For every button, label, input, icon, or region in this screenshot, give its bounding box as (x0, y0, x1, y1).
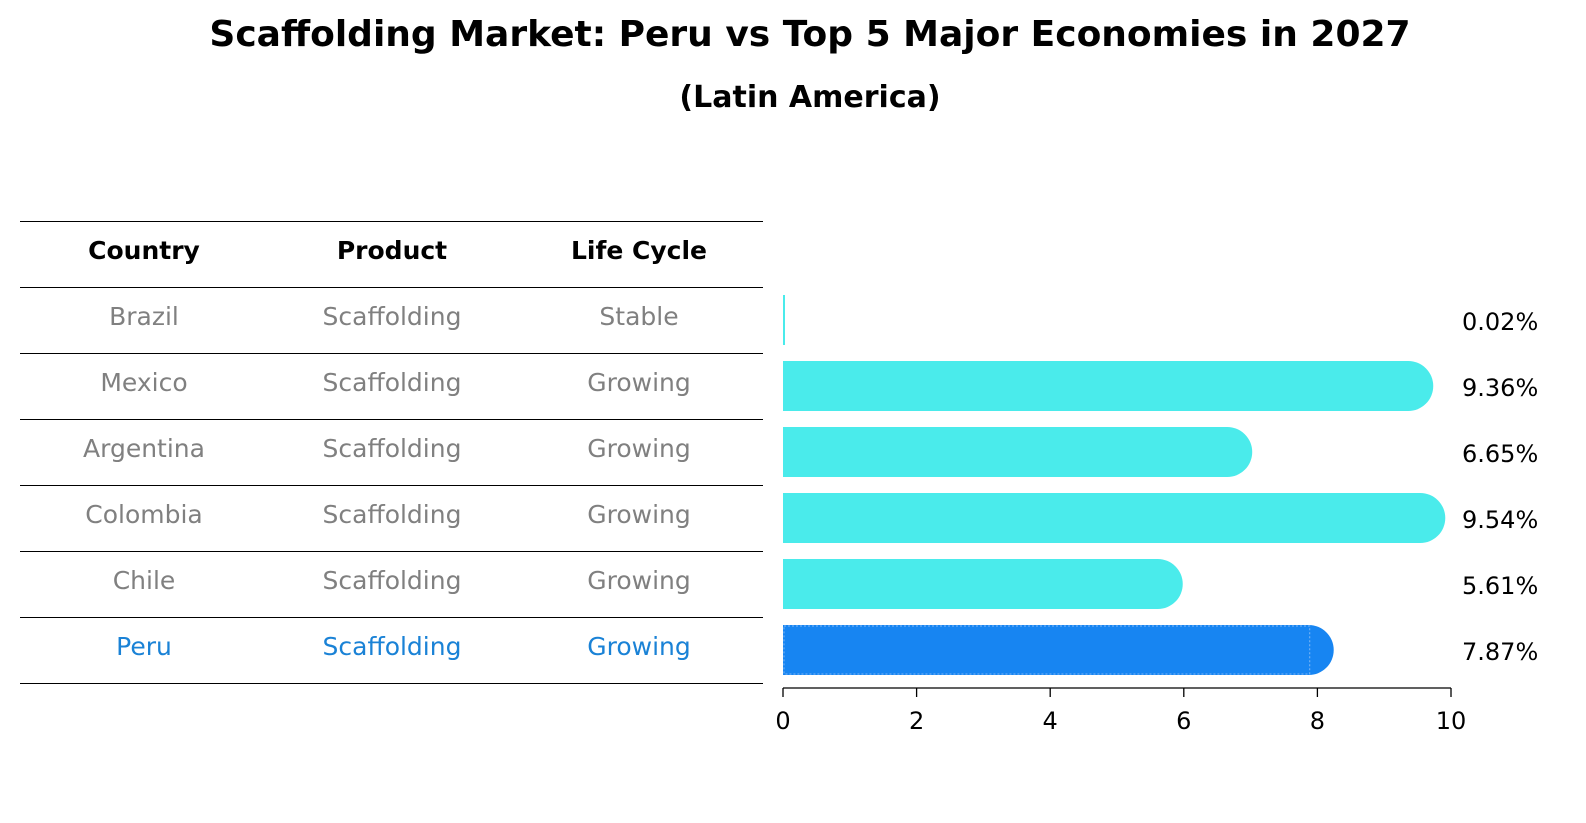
table-rule (20, 419, 763, 420)
table-cell-product: Scaffolding (322, 566, 462, 595)
table-rule (20, 287, 763, 288)
x-tick-label: 10 (1436, 707, 1467, 735)
bar (783, 559, 1183, 609)
table-cell-life-cycle: Growing (587, 632, 691, 661)
x-tick-label: 6 (1176, 707, 1191, 735)
table-cell-product: Scaffolding (322, 368, 462, 397)
table-rule (20, 551, 763, 552)
bar-highlight-outline (783, 625, 1311, 675)
table-cell-country: Colombia (85, 500, 203, 529)
bar-value-label: 0.02% (1462, 308, 1538, 336)
x-tick-label: 0 (775, 707, 790, 735)
table-cell-life-cycle: Stable (599, 302, 679, 331)
chart-title: Scaffolding Market: Peru vs Top 5 Major … (209, 14, 1411, 55)
bar (783, 493, 1446, 543)
table-rule (20, 485, 763, 486)
table-rule (20, 221, 763, 222)
table-rule (20, 353, 763, 354)
table-cell-country: Mexico (100, 368, 188, 397)
bar-value-label: 9.54% (1462, 506, 1538, 534)
table-cell-country: Chile (112, 566, 176, 595)
table-cell-country: Brazil (109, 302, 179, 331)
table-header-cell: Life Cycle (570, 236, 708, 265)
table-cell-product: Scaffolding (322, 434, 462, 463)
table-cell-product: Scaffolding (322, 632, 462, 661)
table-rule (20, 683, 763, 684)
x-tick-label: 8 (1310, 707, 1325, 735)
bar-value-label: 6.65% (1462, 440, 1538, 468)
bar (783, 361, 1434, 411)
table-cell-product: Scaffolding (322, 302, 462, 331)
table-cell-life-cycle: Growing (587, 566, 691, 595)
table-cell-life-cycle: Growing (587, 500, 691, 529)
chart-subtitle: (Latin America) (679, 80, 941, 115)
bar (783, 625, 1334, 675)
bar-value-label: 7.87% (1462, 638, 1538, 666)
table-cell-country: Peru (116, 632, 172, 661)
table-cell-life-cycle: Growing (587, 368, 691, 397)
bar (783, 295, 785, 345)
table-header-cell: Product (336, 236, 448, 265)
bar-value-label: 9.36% (1462, 374, 1538, 402)
table-header-cell: Country (88, 236, 200, 265)
bar (783, 427, 1253, 477)
table-cell-product: Scaffolding (322, 500, 462, 529)
x-tick-label: 2 (909, 707, 924, 735)
x-tick-label: 4 (1043, 707, 1058, 735)
table-cell-country: Argentina (83, 434, 205, 463)
table-rule (20, 617, 763, 618)
bar-value-label: 5.61% (1462, 572, 1538, 600)
table-cell-life-cycle: Growing (587, 434, 691, 463)
